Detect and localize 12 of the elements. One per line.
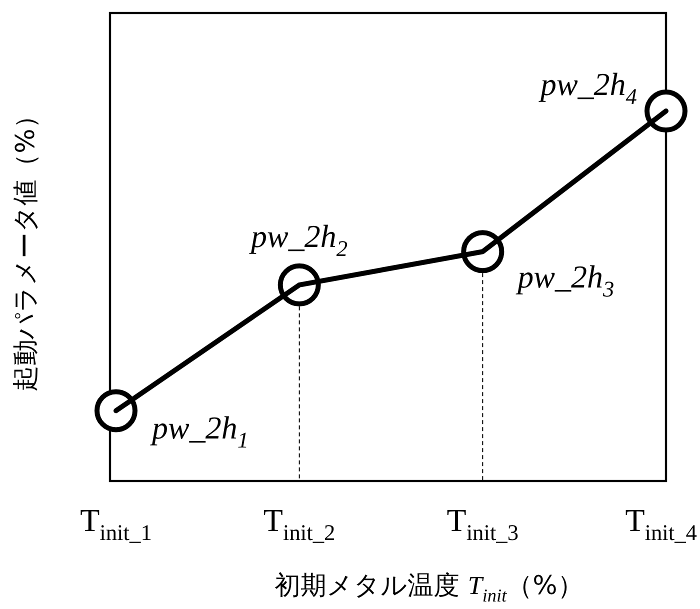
x-tick-label: T$_{init_3}$ — [446, 502, 519, 545]
y-axis-title: 起動パラメータ値（%） — [11, 102, 41, 392]
x-axis-title: 初期メタル温度 T$_{init}$（%） — [274, 571, 584, 606]
annotation: pw_2h$_{1}$ — [150, 410, 249, 453]
x-tick-label: T$_{init_2}$ — [263, 502, 336, 545]
annotation: pw_2h$_{4}$ — [538, 66, 637, 109]
point — [94, 389, 138, 432]
x-tick-label: T$_{init_1}$ — [80, 502, 152, 545]
point — [644, 90, 688, 133]
annotation: pw_2h$_{3}$ — [516, 258, 614, 302]
annotation: pw_2h$_{2}$ — [249, 218, 348, 261]
x-tick-label: T$_{init_4}$ — [625, 502, 697, 545]
